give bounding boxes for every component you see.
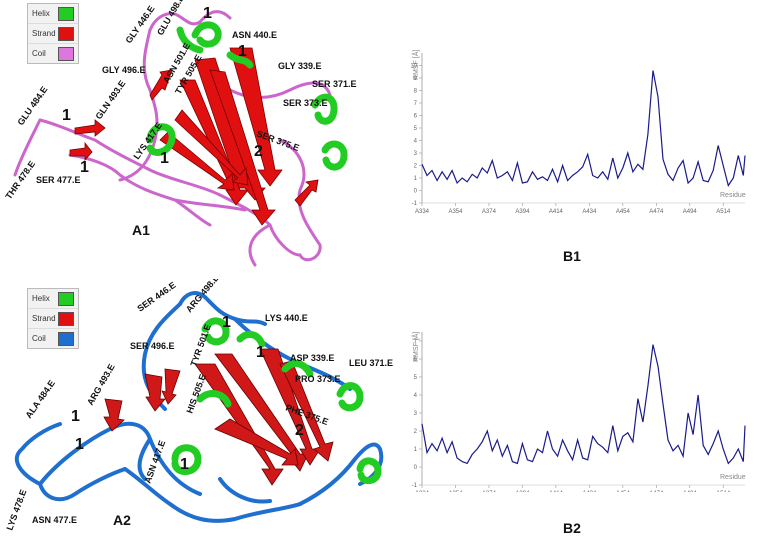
- site-number: 2: [295, 422, 304, 439]
- x-tick-label: A434: [582, 491, 597, 492]
- y-tick-label: 6: [414, 357, 418, 363]
- protein-structure-a2: SER 446.E ARG 498.E LYS 440.E TYR 501.E …: [4, 279, 393, 532]
- site-number: 1: [71, 408, 80, 425]
- y-tick-label: 2: [414, 429, 418, 435]
- site-number: 1: [180, 456, 189, 473]
- legend-item-coil: Coil: [28, 329, 78, 348]
- x-tick-label: A354: [448, 209, 463, 215]
- panel-label-a1: A1: [132, 222, 150, 238]
- site-number: 1: [203, 5, 212, 22]
- y-tick-label: 1: [414, 447, 418, 453]
- residue-label: PRO 373.E: [295, 374, 341, 384]
- legend-item-helix: Helix: [28, 4, 78, 24]
- x-tick-label: A474: [649, 209, 664, 215]
- residue-label: SER 371.E: [312, 79, 357, 89]
- x-tick-label: A414: [549, 491, 564, 492]
- rmsf-plot-b2: RMSF [Å] Residue -1 0 1 2 3 4 5 6 7 A334 A354 A374 A…: [411, 332, 746, 497]
- legend-item-helix: Helix: [28, 289, 78, 309]
- y-tick-label: 7: [414, 339, 418, 345]
- panel-label-b2: B2: [563, 520, 581, 536]
- site-number: 1: [238, 43, 247, 60]
- y-tick-label: 8: [414, 89, 418, 95]
- residue-label: SER 373.E: [283, 98, 328, 108]
- x-tick-label: A354: [448, 491, 463, 492]
- y-tick-label: 2: [414, 164, 418, 170]
- site-number: 2: [254, 143, 263, 160]
- rmsf-series-line: [421, 344, 746, 465]
- x-tick-label: A394: [515, 491, 530, 492]
- panel-label-b1: B1: [563, 248, 581, 264]
- site-number: 1: [75, 436, 84, 453]
- y-tick-label: 4: [414, 139, 418, 145]
- residue-label: LYS 440.E: [265, 313, 308, 323]
- y-tick-label: 3: [414, 411, 418, 417]
- protein-structure-a1: GLY 446.E GLU 498.E ASN 440.E ASN 501.E …: [3, 0, 357, 267]
- legend-a2: Helix Strand Coil: [27, 288, 79, 349]
- legend-item-strand: Strand: [28, 309, 78, 329]
- residue-label: GLY 339.E: [278, 61, 322, 71]
- residue-label: SER 446.E: [135, 280, 177, 314]
- y-tick-label: 5: [414, 375, 418, 381]
- x-tick-label: A394: [515, 209, 530, 215]
- residue-label: ALA 484.E: [23, 378, 57, 420]
- y-tick-label: 6: [414, 114, 418, 120]
- structure-panel-a2: Helix Strand Coil: [0, 279, 400, 539]
- site-number: 1: [62, 107, 71, 124]
- x-tick-label: A494: [683, 209, 698, 215]
- y-tick-label: 0: [414, 189, 418, 195]
- x-tick-label: A334: [415, 491, 430, 492]
- legend-a1: Helix Strand Coil: [27, 3, 79, 64]
- site-number: 1: [222, 314, 231, 331]
- x-tick-label: A434: [582, 209, 597, 215]
- residue-label: GLN 493.E: [93, 79, 127, 122]
- panel-label-a2: A2: [113, 512, 131, 528]
- legend-item-strand: Strand: [28, 24, 78, 44]
- y-axis-label: RMSF [Å]: [411, 50, 420, 80]
- site-number: 1: [160, 150, 169, 167]
- residue-label: TYR 501.E: [188, 323, 212, 368]
- x-tick-label: A374: [482, 491, 497, 492]
- site-number: 1: [80, 159, 89, 176]
- rmsf-series-line: [421, 70, 746, 187]
- site-number: 1: [256, 344, 265, 361]
- legend-item-coil: Coil: [28, 44, 78, 63]
- y-tick-label: 5: [414, 126, 418, 132]
- rmsf-chart-b1: RMSF [Å] Residue -1 0 1 2 3 4 5 6 7 8 9 10 A334 A354 A…: [400, 45, 750, 220]
- residue-label: SER 496.E: [130, 341, 175, 351]
- residue-label: ASP 339.E: [290, 353, 334, 363]
- rmsf-plot-b1: RMSF [Å] Residue -1 0 1 2 3 4 5 6 7 8 9 10 A334 A354 A…: [410, 50, 746, 215]
- x-tick-label: A514: [716, 491, 731, 492]
- residue-label: ASN 440.E: [232, 30, 277, 40]
- y-axis-label: RMSF [Å]: [411, 332, 420, 362]
- y-tick-label: 4: [414, 393, 418, 399]
- residue-label: GLY 496.E: [102, 65, 146, 75]
- x-tick-label: A514: [716, 209, 731, 215]
- structure-panel-a1: Helix Strand Coil: [0, 0, 400, 270]
- y-tick-label: 3: [414, 151, 418, 157]
- y-tick-label: 7: [414, 101, 418, 107]
- x-axis-label: Residue: [720, 192, 746, 199]
- x-tick-label: A454: [616, 209, 631, 215]
- y-tick-label: -1: [412, 483, 418, 489]
- x-tick-label: A494: [683, 491, 698, 492]
- x-tick-label: A454: [616, 491, 631, 492]
- y-tick-label: -1: [412, 201, 418, 207]
- y-tick-label: 9: [414, 76, 418, 82]
- y-tick-label: 10: [410, 64, 417, 70]
- residue-label: LYS 478.E: [4, 488, 28, 532]
- residue-label: ASN 477.E: [32, 515, 77, 525]
- x-tick-label: A474: [649, 491, 664, 492]
- x-tick-label: A414: [549, 209, 564, 215]
- x-axis-label: Residue: [720, 474, 746, 481]
- x-tick-label: A374: [482, 209, 497, 215]
- residue-label: LEU 371.E: [349, 358, 393, 368]
- y-tick-label: 1: [414, 176, 418, 182]
- y-tick-label: 0: [414, 465, 418, 471]
- rmsf-chart-b2: RMSF [Å] Residue -1 0 1 2 3 4 5 6 7 A334 A354 A374 A…: [400, 322, 750, 497]
- residue-label: SER 477.E: [36, 175, 81, 185]
- x-tick-label: A334: [415, 209, 430, 215]
